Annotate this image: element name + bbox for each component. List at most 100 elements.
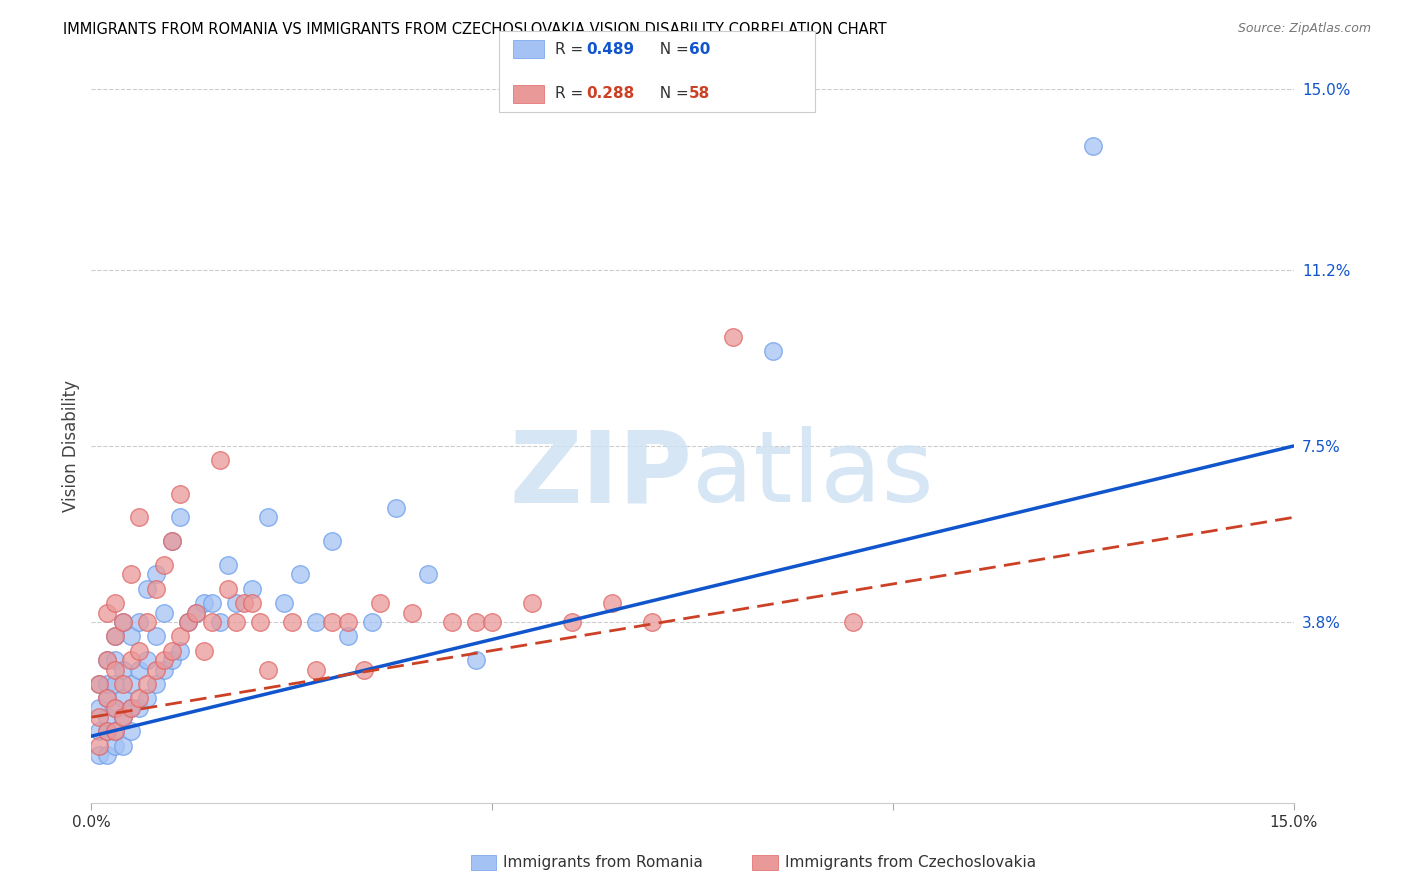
Point <box>169 510 191 524</box>
Point <box>128 663 150 677</box>
Point <box>160 534 183 549</box>
Point <box>121 629 143 643</box>
Point <box>89 748 111 763</box>
Point <box>112 615 135 629</box>
Text: IMMIGRANTS FROM ROMANIA VS IMMIGRANTS FROM CZECHOSLOVAKIA VISION DISABILITY CORR: IMMIGRANTS FROM ROMANIA VS IMMIGRANTS FR… <box>63 22 887 37</box>
Point <box>336 629 359 643</box>
Point <box>321 534 343 549</box>
Point <box>112 710 135 724</box>
Point <box>465 615 488 629</box>
Point <box>104 629 127 643</box>
Point <box>112 691 135 706</box>
Point <box>104 596 127 610</box>
Point <box>121 567 143 582</box>
Point <box>104 724 127 739</box>
Text: R =: R = <box>555 87 589 101</box>
Point <box>104 700 127 714</box>
Point <box>145 582 167 596</box>
Point <box>136 691 159 706</box>
Text: 0.489: 0.489 <box>586 42 634 56</box>
Point <box>96 748 118 763</box>
Point <box>89 724 111 739</box>
Point <box>232 596 254 610</box>
Point <box>256 663 278 677</box>
Point <box>104 677 127 691</box>
Point <box>89 739 111 753</box>
Point <box>160 653 183 667</box>
Text: Immigrants from Romania: Immigrants from Romania <box>503 855 703 870</box>
Text: ZIP: ZIP <box>509 426 692 523</box>
Point <box>96 710 118 724</box>
Point <box>193 596 215 610</box>
Point <box>217 582 239 596</box>
Point <box>112 615 135 629</box>
Text: N =: N = <box>650 87 693 101</box>
Point <box>208 453 231 467</box>
Point <box>96 691 118 706</box>
Point <box>121 677 143 691</box>
Point <box>89 677 111 691</box>
Point <box>160 643 183 657</box>
Text: atlas: atlas <box>692 426 934 523</box>
Point <box>273 596 295 610</box>
Text: 60: 60 <box>689 42 710 56</box>
Point <box>121 700 143 714</box>
Point <box>104 700 127 714</box>
Point <box>89 710 111 724</box>
Point <box>353 663 375 677</box>
Point <box>136 615 159 629</box>
Point <box>104 739 127 753</box>
Point <box>96 653 118 667</box>
Point <box>522 596 544 610</box>
Point <box>240 582 263 596</box>
Point <box>465 653 488 667</box>
Point <box>225 615 247 629</box>
Point <box>193 643 215 657</box>
Text: R =: R = <box>555 42 589 56</box>
Point <box>104 724 127 739</box>
Point <box>481 615 503 629</box>
Point <box>89 700 111 714</box>
Point <box>201 596 224 610</box>
Point <box>305 615 328 629</box>
Text: N =: N = <box>650 42 693 56</box>
Point <box>112 677 135 691</box>
Text: 58: 58 <box>689 87 710 101</box>
Point <box>136 653 159 667</box>
Text: 0.288: 0.288 <box>586 87 634 101</box>
Point <box>249 615 271 629</box>
Point <box>561 615 583 629</box>
Point <box>169 629 191 643</box>
Point <box>96 724 118 739</box>
Point <box>201 615 224 629</box>
Point <box>89 677 111 691</box>
Point <box>160 534 183 549</box>
Point <box>136 677 159 691</box>
Point <box>416 567 439 582</box>
Point <box>145 567 167 582</box>
Point <box>112 739 135 753</box>
Y-axis label: Vision Disability: Vision Disability <box>62 380 80 512</box>
Point <box>1083 139 1105 153</box>
Point <box>169 486 191 500</box>
Point <box>217 558 239 572</box>
Point <box>145 677 167 691</box>
Point <box>104 653 127 667</box>
Point <box>128 643 150 657</box>
Point <box>721 329 744 343</box>
Point <box>368 596 391 610</box>
Point <box>112 663 135 677</box>
Text: Immigrants from Czechoslovakia: Immigrants from Czechoslovakia <box>785 855 1036 870</box>
Point <box>145 629 167 643</box>
Point <box>401 606 423 620</box>
Point <box>184 606 207 620</box>
Point <box>128 615 150 629</box>
Point <box>385 500 408 515</box>
Point <box>96 653 118 667</box>
Point <box>152 558 174 572</box>
Point <box>128 510 150 524</box>
Point <box>225 596 247 610</box>
Point <box>152 606 174 620</box>
Point <box>440 615 463 629</box>
Point <box>96 724 118 739</box>
